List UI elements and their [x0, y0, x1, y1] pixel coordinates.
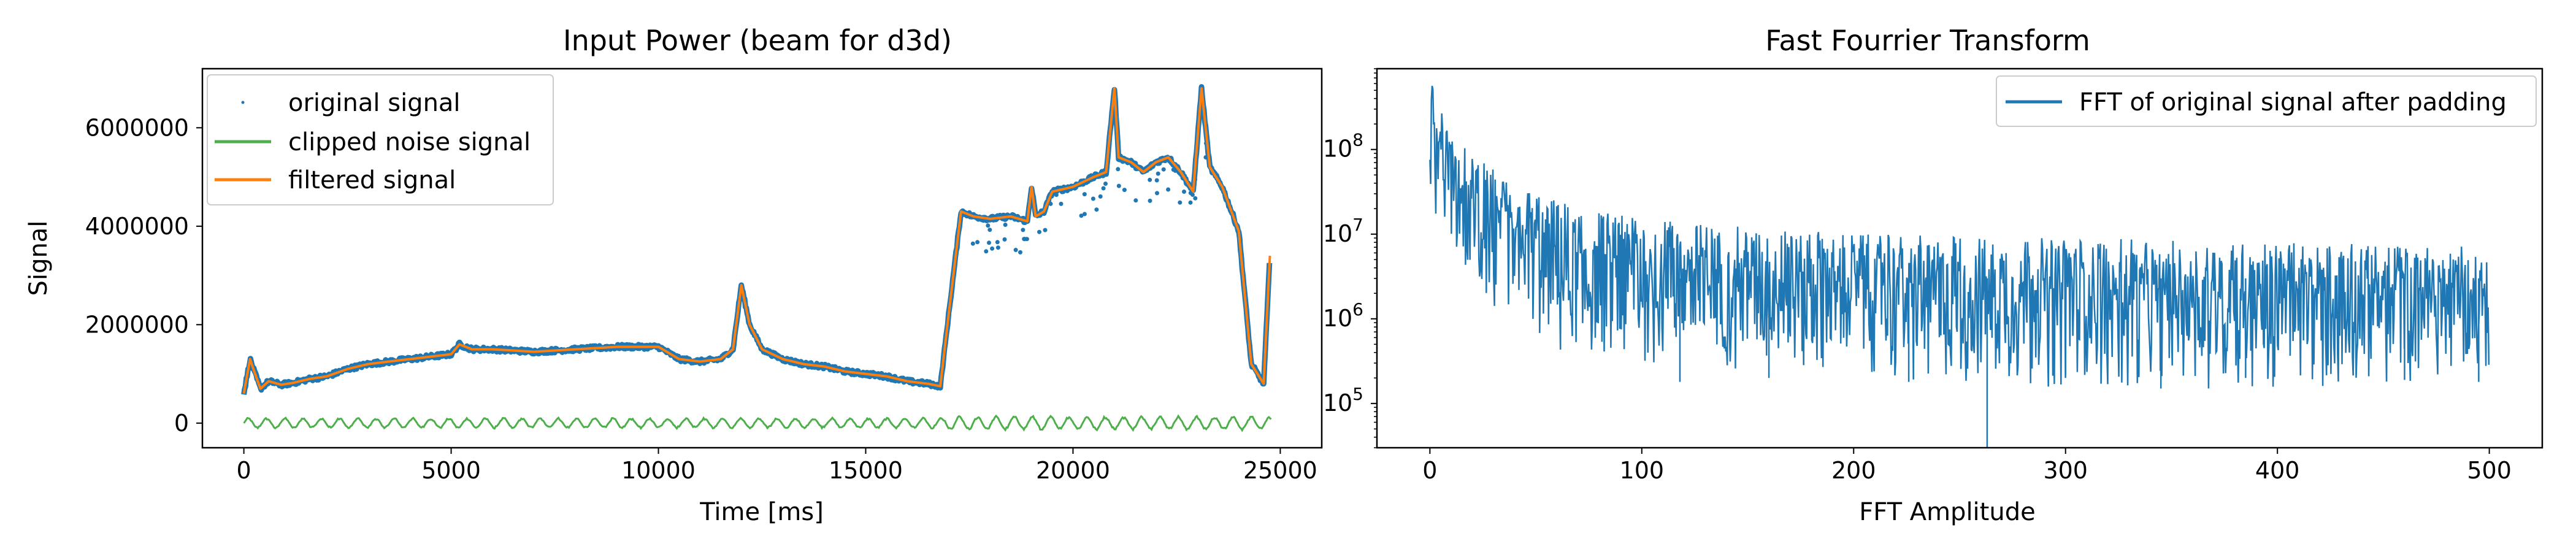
- original-signal-point: [995, 240, 1000, 245]
- original-signal-point: [1190, 193, 1195, 197]
- series-filtered-signal: [242, 87, 1271, 394]
- original-signal-point: [975, 240, 980, 245]
- x-tick-label: 200: [1831, 457, 1876, 484]
- original-signal-point: [995, 245, 1000, 250]
- x-tick-label: 0: [236, 457, 251, 484]
- chart-title: Input Power (beam for d3d): [563, 24, 952, 57]
- original-signal-point: [1178, 200, 1183, 205]
- original-signal-point: [1054, 193, 1059, 197]
- y-tick-label: 4000000: [85, 213, 189, 240]
- original-signal-point: [1079, 213, 1084, 218]
- axes-frame: [1376, 67, 2543, 449]
- x-tick-label: 300: [2043, 457, 2088, 484]
- x-tick-label: 5000: [421, 457, 481, 484]
- legend: original signal clipped noise signal fil…: [207, 74, 554, 205]
- original-signal-point: [1182, 190, 1186, 194]
- original-signal-point: [1013, 248, 1018, 252]
- x-tick-label: 100: [1620, 457, 1665, 484]
- original-signal-point: [986, 223, 991, 228]
- original-signal-point: [1043, 228, 1048, 232]
- axes-frame: [201, 67, 1323, 449]
- x-tick-label: 10000: [621, 457, 696, 484]
- original-signal-point: [1024, 237, 1029, 242]
- original-signal-point: [970, 241, 975, 246]
- chart-title: Fast Fourrier Transform: [1765, 24, 2090, 57]
- y-tick-label: 6000000: [85, 114, 189, 141]
- original-signal-point: [1037, 229, 1041, 234]
- y-axis-label: Signal: [25, 221, 53, 296]
- series-clipped-noise-signal: [243, 414, 1272, 432]
- legend-label-fft: FFT of original signal after padding: [2079, 88, 2507, 117]
- original-signal-point: [1091, 196, 1095, 201]
- x-axis: 0 100 200 300 400 500: [1422, 448, 2512, 484]
- chart-fft: Fast Fourrier Transform 0 100 200 300 400 500…: [1323, 24, 2543, 526]
- original-signal-point: [1116, 183, 1121, 188]
- x-axis-label: FFT Amplitude: [1859, 498, 2035, 526]
- chart-input-power: Input Power (beam for d3d) 0 5000 10000 150…: [25, 24, 1323, 526]
- x-tick-label: 25000: [1243, 457, 1317, 484]
- legend-box: [207, 74, 554, 205]
- original-signal-point: [1173, 168, 1178, 173]
- legend-box: [1996, 75, 2537, 127]
- original-signal-point: [1193, 196, 1198, 201]
- original-signal-point: [990, 246, 995, 251]
- y-tick-label: 107: [1323, 215, 1363, 247]
- original-signal-point: [1155, 191, 1159, 196]
- x-axis-label: Time [ms]: [699, 498, 824, 526]
- legend-label-filtered-signal: filtered signal: [288, 166, 456, 194]
- original-signal-point: [984, 249, 989, 254]
- original-signal-point: [1154, 178, 1159, 183]
- x-tick-label: 0: [1422, 457, 1437, 484]
- legend: FFT of original signal after padding: [1996, 75, 2537, 127]
- original-signal-point: [1203, 155, 1208, 159]
- x-tick-label: 15000: [829, 457, 903, 484]
- original-signal-point: [1082, 192, 1087, 197]
- original-signal-point: [987, 240, 991, 245]
- x-tick-label: 400: [2255, 457, 2300, 484]
- x-axis: 0 5000 10000 15000 20000 25000: [236, 448, 1317, 484]
- plot-area: [1429, 85, 2490, 448]
- original-signal-point: [1161, 167, 1166, 172]
- series-fft: [1429, 85, 2490, 389]
- x-tick-label: 20000: [1036, 457, 1110, 484]
- original-signal-point: [1156, 171, 1160, 176]
- original-signal-point: [1148, 198, 1152, 203]
- x-tick-label: 500: [2467, 457, 2512, 484]
- original-signal-point: [1188, 200, 1193, 205]
- original-signal-point: [1002, 237, 1007, 242]
- y-tick-label: 0: [174, 410, 189, 437]
- legend-label-original-signal: original signal: [288, 89, 461, 117]
- original-signal-point: [1048, 201, 1053, 206]
- original-signal-point: [1082, 212, 1087, 217]
- legend-marker-original-signal: [241, 101, 245, 104]
- original-signal-point: [1133, 198, 1138, 203]
- original-signal-point: [1148, 177, 1152, 182]
- y-axis: 0 2000000 4000000 6000000: [85, 114, 202, 437]
- legend-label-clipped-noise: clipped noise signal: [288, 128, 531, 156]
- original-signal-point: [1003, 223, 1008, 227]
- original-signal-point: [1094, 207, 1099, 212]
- original-signal-point: [1166, 187, 1171, 192]
- original-signal-point: [1101, 186, 1106, 191]
- original-signal-point: [1059, 201, 1064, 206]
- original-signal-point: [1098, 194, 1103, 199]
- original-signal-point: [1103, 182, 1108, 186]
- y-tick-label: 2000000: [85, 311, 189, 338]
- plot-area: [241, 84, 1273, 432]
- original-signal-point: [987, 228, 992, 232]
- original-signal-point: [1116, 167, 1121, 172]
- original-signal-point: [1018, 250, 1022, 255]
- original-signal-point: [1021, 228, 1025, 232]
- original-signal-point: [1122, 188, 1127, 193]
